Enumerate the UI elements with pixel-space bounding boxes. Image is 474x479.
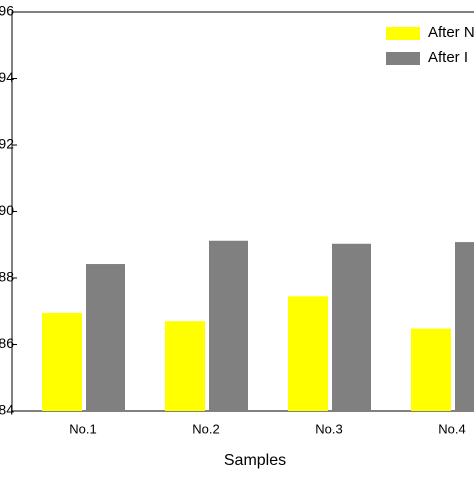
legend-swatch — [386, 27, 420, 40]
bar — [165, 321, 205, 411]
y-tick-label: 86 — [0, 335, 14, 351]
legend-swatch — [386, 52, 420, 65]
x-tick-label: No.2 — [192, 421, 219, 436]
y-tick-label: 96 — [0, 3, 14, 19]
bar — [455, 242, 474, 411]
x-axis-label: Samples — [224, 452, 286, 469]
x-tick-label: No.4 — [438, 421, 465, 436]
bar — [332, 243, 371, 411]
y-tick-label: 84 — [0, 402, 14, 418]
y-tick-label: 94 — [0, 69, 14, 85]
bar — [288, 296, 328, 411]
x-tick-label: No.3 — [315, 421, 342, 436]
y-tick-label: 92 — [0, 136, 14, 152]
bar — [411, 328, 451, 411]
legend-label: After I — [428, 49, 468, 66]
bar — [209, 240, 248, 411]
y-tick-label: 90 — [0, 202, 14, 218]
y-tick-label: 88 — [0, 269, 14, 285]
bar — [42, 312, 82, 411]
x-tick-label: No.1 — [69, 421, 96, 436]
legend-label: After N — [428, 24, 474, 41]
bar — [86, 264, 125, 411]
